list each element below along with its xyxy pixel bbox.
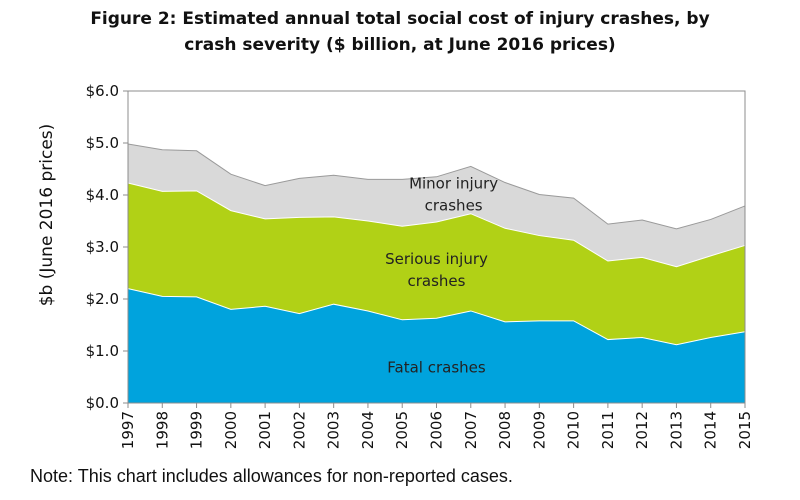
- stacked-area-chart: $0.0$1.0$2.0$3.0$4.0$5.0$6.0 1997 1998 199…: [37, 82, 754, 449]
- x-tick-label: 1998: [153, 411, 171, 449]
- annotation-minor-injury-crashes: Minor injury: [409, 175, 498, 193]
- x-tick-label: 2005: [393, 411, 411, 449]
- x-tick-label: 2015: [736, 411, 754, 449]
- y-tick-label: $6.0: [86, 82, 119, 100]
- area-serious-injury-crashes: [128, 183, 745, 345]
- series-edge-line: [127, 288, 746, 346]
- y-axis-label: $b (June 2016 prices): [37, 124, 57, 307]
- x-tick-label: 2012: [633, 411, 651, 449]
- annotation-serious-injury-crashes: Serious injury: [385, 250, 488, 268]
- x-tick-label: 2011: [599, 411, 617, 449]
- chart-title-line-2: crash severity ($ billion, at June 2016 …: [184, 35, 616, 55]
- chart-title: Figure 2: Estimated annual total social …: [0, 6, 800, 58]
- x-tick-label: 2009: [530, 411, 548, 449]
- y-tick-label: $0.0: [86, 394, 119, 412]
- annotation-serious-injury-crashes: crashes: [408, 272, 466, 290]
- x-tick-label: 2003: [325, 411, 343, 449]
- annotation-minor-injury-crashes: crashes: [425, 197, 483, 215]
- y-tick-label: $2.0: [86, 290, 119, 308]
- x-tick-label: 1997: [119, 411, 137, 449]
- x-axis-ticks: 1997 1998 1999 2000 2001 2002 2003 2004 2005 2006…: [119, 403, 754, 449]
- area-fatal-crashes: [128, 288, 745, 403]
- x-tick-label: 2010: [565, 411, 583, 449]
- x-tick-label: 2013: [667, 411, 685, 449]
- chart-title-line-1: Figure 2: Estimated annual total social …: [90, 9, 710, 29]
- x-tick-label: 2008: [496, 411, 514, 449]
- x-tick-label: 2000: [222, 411, 240, 449]
- x-tick-label: 2002: [290, 411, 308, 449]
- footnote: Note: This chart includes allowances for…: [30, 466, 513, 486]
- area-minor-injury-crashes: [128, 144, 745, 267]
- series-edge-line: [127, 182, 746, 268]
- y-tick-label: $4.0: [86, 186, 119, 204]
- x-tick-label: 2004: [359, 411, 377, 449]
- series-edge-line: [127, 143, 746, 230]
- x-tick-label: 2001: [256, 411, 274, 449]
- x-tick-label: 1999: [188, 411, 206, 449]
- x-tick-label: 2014: [702, 411, 720, 449]
- y-tick-label: $3.0: [86, 238, 119, 256]
- x-tick-label: 2006: [428, 411, 446, 449]
- annotation-fatal-crashes: Fatal crashes: [387, 358, 486, 376]
- x-tick-label: 2007: [462, 411, 480, 449]
- series-areas: [127, 143, 746, 403]
- area-annotations: Minor injury crashes Serious injury crashes…: [385, 175, 498, 377]
- y-tick-label: $1.0: [86, 342, 119, 360]
- y-tick-label: $5.0: [86, 134, 119, 152]
- y-axis-ticks: $0.0 $1.0 $2.0 $3.0 $4.0 $5.0 $6.0: [86, 82, 128, 412]
